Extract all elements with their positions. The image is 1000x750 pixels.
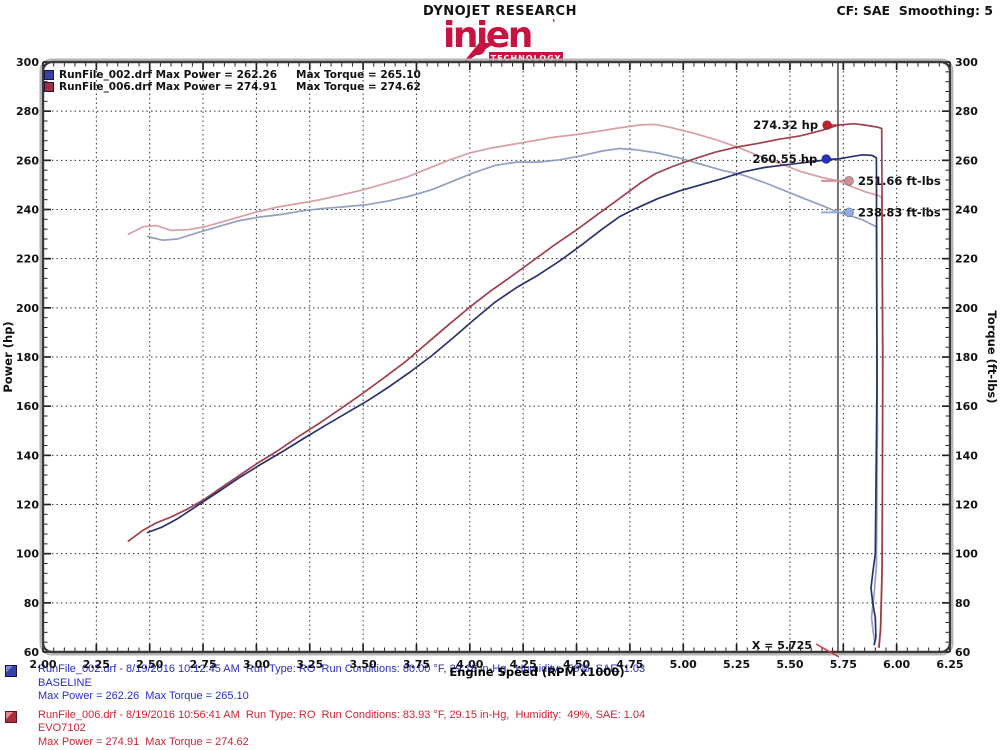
runfile-006-torque-curve <box>127 123 884 648</box>
marker-dot <box>822 120 832 131</box>
run-002-conditions: RunFile_002.drf - 8/19/2016 10:12:45 AM … <box>38 663 646 675</box>
svg-text:60: 60 <box>955 646 971 659</box>
svg-text:200: 200 <box>955 302 978 315</box>
runfile-002-torque-curve <box>146 147 879 644</box>
svg-text:300: 300 <box>16 56 39 69</box>
svg-text:120: 120 <box>955 499 978 512</box>
svg-text:280: 280 <box>955 105 978 118</box>
svg-text:240: 240 <box>955 204 978 217</box>
svg-text:80: 80 <box>955 597 971 610</box>
run-002-name: BASELINE <box>38 676 92 689</box>
legend-torque-006: Max Torque = 274.62 <box>296 80 421 93</box>
svg-text:300: 300 <box>955 56 978 69</box>
svg-text:180: 180 <box>955 351 978 364</box>
svg-text:140: 140 <box>955 449 978 462</box>
plot-border-shadow <box>39 58 954 656</box>
x-axis-title: Engine Speed (RPM x1000) <box>449 665 625 679</box>
runfile-006-swatch-icon <box>44 81 54 92</box>
svg-text:260: 260 <box>955 154 978 167</box>
runfile-002-swatch-icon <box>44 69 54 80</box>
gridlines <box>43 62 950 652</box>
run-002-max-values: Max Power = 262.26 Max Torque = 265.10 <box>38 690 249 702</box>
injen-wordmark: injen <box>443 15 531 56</box>
legend-file-power-006: RunFile_006.drf Max Power = 274.91 <box>59 80 278 93</box>
marker-dot <box>844 207 854 218</box>
run-file-icon-002[interactable] <box>5 665 17 677</box>
marker-dot <box>821 154 832 164</box>
legend-file-power-002: RunFile_002.drf Max Power = 262.26 <box>59 68 278 81</box>
marker-value-label: 260.55 hp <box>752 152 817 166</box>
cursor-pointer-line <box>815 643 840 658</box>
axis-ticks <box>42 61 951 653</box>
dyno-chart: 2.00 2.25 2.50 2.75 3.00 3.25 3.50 3.75 4.00 4.25… <box>1 56 999 671</box>
injen-trademark-tick: ' <box>552 17 555 30</box>
run-006-name: EVO7102 <box>38 722 86 734</box>
y-tick-labels: 60 60 80 80 100 100 120 120 140 140 160 160 180 180 20… <box>16 56 978 659</box>
svg-text:220: 220 <box>955 253 978 266</box>
svg-text:100: 100 <box>955 548 978 561</box>
plot-area <box>43 62 950 652</box>
svg-text:60: 60 <box>24 646 40 659</box>
marker-value-label: 251.66 ft-lbs <box>858 174 941 188</box>
dynojet-research-title: DYNOJET RESEARCH <box>423 4 577 19</box>
run-006-conditions: RunFile_006.drf - 8/19/2016 10:56:41 AM … <box>38 708 646 721</box>
legend-row-runfile-002: RunFile_002.drf Max Power = 262.26 Max T… <box>44 68 421 81</box>
svg-text:240: 240 <box>16 204 39 217</box>
svg-text:140: 140 <box>16 449 39 462</box>
chart-legend: RunFile_002.drf Max Power = 262.26 Max T… <box>44 69 421 93</box>
run-file-icon-006[interactable] <box>5 710 17 723</box>
correction-smoothing-label: CF: SAE Smoothing: 5 <box>836 3 993 18</box>
injen-logo-art: injen ' TECHNOLOGY <box>443 15 563 65</box>
run-block-002: RunFile_002.drf - 8/19/2016 10:12:45 AM … <box>4 663 994 704</box>
technology-banner <box>489 52 563 63</box>
cursor-x-label: X = 5.725 <box>752 639 812 652</box>
run-block-006: RunFile_006.drf - 8/19/2016 10:56:41 AM … <box>4 709 994 750</box>
injen-logo: injen ' TECHNOLOGY <box>443 15 568 65</box>
run-006-max-values: Max Power = 274.91 Max Torque = 274.62 <box>38 735 249 748</box>
runfile-002-power-curve <box>146 153 878 646</box>
plot-border <box>41 60 952 654</box>
svg-text:280: 280 <box>16 105 39 118</box>
svg-text:160: 160 <box>16 400 39 413</box>
y-axis-title-torque: Torque (ft-lbs) <box>985 311 999 404</box>
marker-value-label: 238.83 ft-lbs <box>858 205 941 219</box>
y-axis-title-power: Power (hp) <box>1 321 15 392</box>
svg-text:220: 220 <box>16 253 39 266</box>
marker-dot <box>844 175 854 186</box>
svg-text:120: 120 <box>16 499 39 512</box>
runfile-006-power-curve <box>127 122 884 648</box>
run-info-footer: RunFile_002.drf - 8/19/2016 10:12:45 AM … <box>4 663 994 750</box>
svg-text:100: 100 <box>16 548 39 561</box>
svg-text:80: 80 <box>24 597 40 610</box>
svg-text:160: 160 <box>955 400 978 413</box>
marker-value-label: 274.32 hp <box>753 118 818 132</box>
svg-text:200: 200 <box>16 302 39 315</box>
technology-label: TECHNOLOGY <box>491 54 562 63</box>
svg-text:260: 260 <box>16 154 39 167</box>
legend-row-runfile-006: RunFile_006.drf Max Power = 274.91 Max T… <box>44 80 421 93</box>
legend-torque-002: Max Torque = 265.10 <box>296 68 421 81</box>
svg-text:180: 180 <box>16 351 39 364</box>
